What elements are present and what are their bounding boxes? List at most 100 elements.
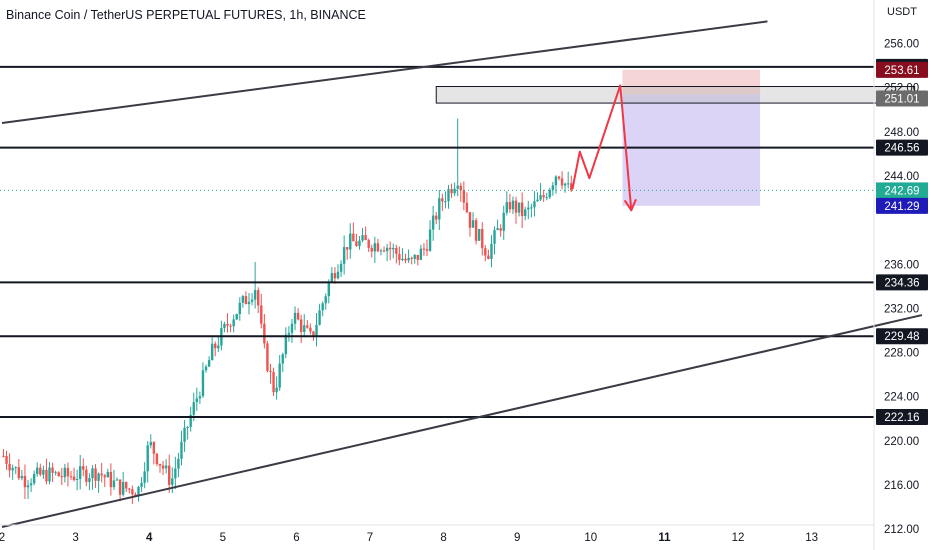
price-tags-layer: 253.88246.56234.36229.48222.16253.61251.… [876,58,928,426]
level-price-tag: 234.36 [884,277,919,289]
candle-body [281,354,284,364]
candle-body [493,230,496,244]
candle-body [97,473,100,481]
candle-body [260,305,263,324]
candle-body [321,303,324,311]
take-profit-zone [622,94,761,206]
candle-body [195,398,199,403]
candle-body [477,228,481,241]
candle-body [312,331,315,337]
candle-body [355,241,358,247]
candle-body [121,482,125,495]
candle-body [450,189,453,194]
candle-body [82,466,85,470]
projection-layer [571,84,637,212]
candle-body [112,480,116,488]
candle-body [447,189,450,202]
y-tick-label: 232.00 [884,303,919,315]
level-price-tag-bg [876,328,928,345]
candle-body [180,441,183,459]
candle-body [514,200,518,213]
candle-body [385,247,389,252]
candle-body [168,465,171,485]
candle-body [241,296,245,303]
candle-body [106,471,110,478]
candle-body [376,243,380,252]
candle-body [352,233,355,242]
candle-body [79,466,82,479]
candle-body [505,202,509,213]
x-tick-label: 3 [72,532,78,544]
candle-body [545,197,548,199]
candle-body [401,258,404,261]
candle-body [410,257,413,259]
candle-body [29,483,33,486]
candle-body [422,248,426,250]
candle-body [201,370,205,397]
x-tick-label: 10 [584,532,597,544]
candle-body [499,228,502,231]
candle-body [14,467,17,469]
candle-body [459,185,462,191]
candle-body [431,215,435,230]
candle-body [428,229,432,251]
candle-body [278,363,281,388]
candle-body [548,189,551,198]
candle-body [361,235,364,241]
candle-body [339,263,343,272]
candle-body [416,254,420,260]
candle-body [161,465,165,469]
level-price-tag-bg [876,139,928,156]
candle-body [490,243,493,259]
arrow-head [624,200,633,212]
candle-body [75,478,79,481]
candle-body [54,472,57,474]
candle-body [520,202,524,217]
x-tick-label: 8 [440,532,446,544]
trendline [1,20,768,124]
stop-loss-price-tag: 253.61 [884,65,919,77]
y-tick-label: 256.00 [884,38,919,50]
candle-body [69,476,73,478]
x-tick-label: 6 [293,532,299,544]
candle-body [438,198,441,220]
y-tick-label: 236.00 [884,259,919,271]
candle-body [333,273,337,279]
candle-body [125,482,128,489]
x-tick-label: 11 [658,532,671,544]
candle-body [441,198,444,202]
candle-body [330,273,334,282]
stop-loss-zone [622,69,761,95]
y-tick-label: 248.00 [884,127,919,139]
candle-body [226,323,229,326]
candle-body [315,324,318,337]
candle-body [536,199,539,202]
candle-body [26,485,30,488]
candle-body [370,247,373,252]
candle-body [272,371,275,393]
level-price-tag: 246.56 [884,143,919,155]
arrow-head [630,199,637,212]
candle-body [11,468,14,471]
candle-body [257,290,260,306]
candle-body [471,220,475,228]
level-price-tag-bg [876,274,928,291]
resistance-zone [435,86,916,104]
candle-body [45,469,48,482]
candle-body [214,343,217,349]
candle-body [570,183,573,191]
candle-body [131,489,134,495]
candle-body [57,472,60,477]
candle-body [118,479,122,495]
candle-body [287,332,291,335]
candle-body [496,228,499,231]
candle-body [327,281,330,297]
candle-body [398,253,401,261]
level-price-tag: 229.48 [884,331,919,343]
candle-body [484,248,487,256]
candle-body [39,467,42,475]
x-tick-label: 7 [367,532,373,544]
candle-body [232,319,235,327]
candle-body [8,463,11,471]
